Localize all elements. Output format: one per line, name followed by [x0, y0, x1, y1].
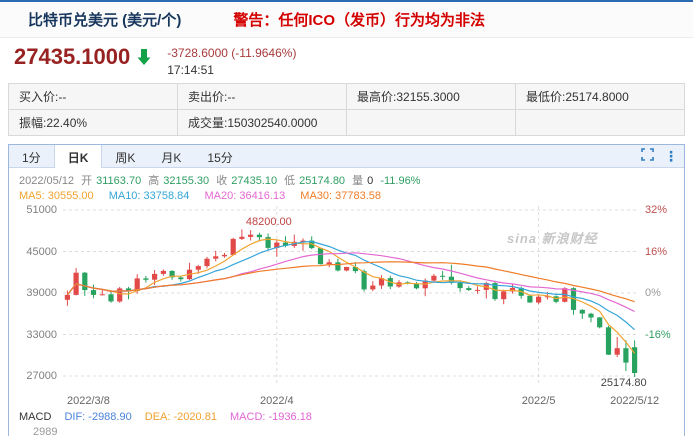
x-axis-label: 2022/5/12 [610, 395, 660, 407]
quote-time: 17:14:51 [167, 63, 214, 77]
more-options-icon[interactable]: ⋮ [664, 148, 678, 164]
info-label: 量 [352, 175, 364, 187]
y-axis-price-label: 33000 [26, 328, 57, 341]
kline-svg [63, 206, 639, 389]
quote-value: 22.40% [46, 116, 88, 130]
y-axis-percent-label: 16% [645, 245, 668, 258]
ma30-value: MA30: 37783.58 [300, 190, 382, 202]
info-label: 开 [81, 175, 93, 187]
ma-indicator-bar: MA5: 30555.00 MA10: 33758.84 MA20: 36416… [9, 188, 684, 202]
quote-cell-sell: 卖出价:-- [177, 83, 347, 110]
price-row: 27435.1000 -3728.6000 (-11.9646%) 17:14:… [0, 38, 693, 82]
kline-plot[interactable]: sina 新浪财经 51000 32% 45000 16% 39000 0% 33000 -1… [9, 202, 684, 394]
info-percent: -11.96% [380, 175, 421, 187]
info-label: 收 [216, 175, 228, 187]
y-axis-percent-label: -16% [645, 328, 671, 341]
quote-cell-buy: 买入价:-- [8, 83, 178, 110]
high-annotation: 48200.00 [245, 216, 292, 229]
macd-indicator-bar: MACD DIF: -2988.90 DEA: -2020.81 MACD: -… [9, 408, 684, 423]
price-change: -3728.6000 (-11.9646%) [167, 46, 297, 60]
info-high: 32155.30 [163, 175, 210, 187]
quote-table: 买入价:-- 卖出价:-- 最高价:32155.3000 最低价:25174.8… [8, 83, 685, 136]
macd-dea-value: DEA: -2020.81 [144, 411, 217, 423]
quote-label: 振幅: [19, 116, 47, 130]
quote-cell-low: 最低价:25174.8000 [515, 83, 685, 110]
header-bar: 比特币兑美元 (美元/个) 警告：任何ICO（发币）行为均为非法 [0, 2, 693, 38]
down-arrow-icon [137, 49, 151, 69]
low-annotation: 25174.80 [546, 376, 647, 389]
y-axis-price-label: 51000 [26, 204, 57, 216]
ma20-value: MA20: 36416.13 [204, 190, 286, 202]
tab-15min[interactable]: 15分 [207, 151, 233, 165]
quote-value: 150302540.0000 [227, 116, 318, 130]
info-low: 25174.80 [299, 175, 346, 187]
y-axis-percent-label: 0% [645, 287, 661, 299]
tab-1min[interactable]: 1分 [22, 151, 41, 165]
table-row: 振幅:22.40% 成交量:150302540.0000 [8, 109, 685, 136]
x-axis-row: 2022/3/8 2022/4 2022/5 2022/5/12 [9, 394, 684, 408]
y-axis-price-label: 27000 [26, 370, 57, 382]
quote-cell-empty [346, 109, 516, 136]
info-label: 低 [284, 175, 296, 187]
quote-cell-empty [515, 109, 685, 136]
quote-value: -- [227, 90, 236, 104]
info-volume: 0 [367, 175, 374, 187]
tabbar-icons: ⋮ [641, 148, 678, 164]
ma10-value: MA10: 33758.84 [108, 190, 190, 202]
x-axis-label: 2022/4 [259, 395, 294, 407]
quote-label: 卖出价: [188, 90, 228, 104]
info-close: 27435.10 [231, 175, 278, 187]
quote-value: -- [58, 90, 67, 104]
tab-monthly-k[interactable]: 月K [161, 151, 182, 165]
sina-watermark: sina 新浪财经 [507, 231, 598, 246]
table-row: 买入价:-- 卖出价:-- 最高价:32155.3000 最低价:25174.8… [8, 83, 685, 110]
info-label: 高 [148, 175, 160, 187]
change-block: -3728.6000 (-11.9646%) 17:14:51 [167, 45, 296, 77]
quote-cell-amplitude: 振幅:22.40% [8, 109, 178, 136]
quote-value: 32155.3000 [396, 90, 460, 104]
ico-warning-text: 警告：任何ICO（发币）行为均为非法 [233, 12, 485, 29]
current-price: 27435.1000 [14, 44, 131, 69]
quote-cell-volume: 成交量:150302540.0000 [177, 109, 347, 136]
top-accent-line [0, 0, 693, 2]
macd-dif-value: DIF: -2988.90 [64, 411, 132, 423]
quote-label: 买入价: [19, 90, 59, 104]
tab-weekly-k[interactable]: 周K [115, 151, 136, 165]
info-open: 31163.70 [96, 175, 142, 187]
quote-label: 最低价: [526, 90, 566, 104]
quote-value: 25174.8000 [565, 90, 629, 104]
chart-panel: 1分 日K 周K 月K 15分 ⋮ 2022/05/12 开 31163.70 高… [8, 144, 685, 436]
ma5-value: MA5: 30555.00 [19, 190, 94, 202]
macd-macd-value: MACD: -1936.18 [230, 411, 312, 423]
tab-daily-k[interactable]: 日K [53, 145, 103, 168]
x-axis-label: 2022/3/8 [67, 395, 110, 407]
y-axis-price-label: 39000 [26, 287, 57, 299]
info-date: 2022/05/12 [19, 175, 75, 187]
ohlc-info-bar: 2022/05/12 开 31163.70 高 32155.30 收 27435.10… [9, 168, 684, 188]
x-axis-label: 2022/5 [521, 395, 556, 407]
macd-label: MACD [19, 411, 52, 423]
quote-label: 成交量: [188, 116, 228, 130]
chart-tabbar: 1分 日K 周K 月K 15分 ⋮ [9, 145, 684, 168]
macd-axis-label: 2989 [33, 426, 58, 436]
fullscreen-icon[interactable] [641, 148, 654, 164]
quote-cell-high: 最高价:32155.3000 [346, 83, 516, 110]
y-axis-percent-label: 32% [645, 204, 668, 216]
page-title: 比特币兑美元 (美元/个) [28, 12, 182, 29]
quote-label: 最高价: [357, 90, 397, 104]
y-axis-price-label: 45000 [26, 245, 57, 258]
